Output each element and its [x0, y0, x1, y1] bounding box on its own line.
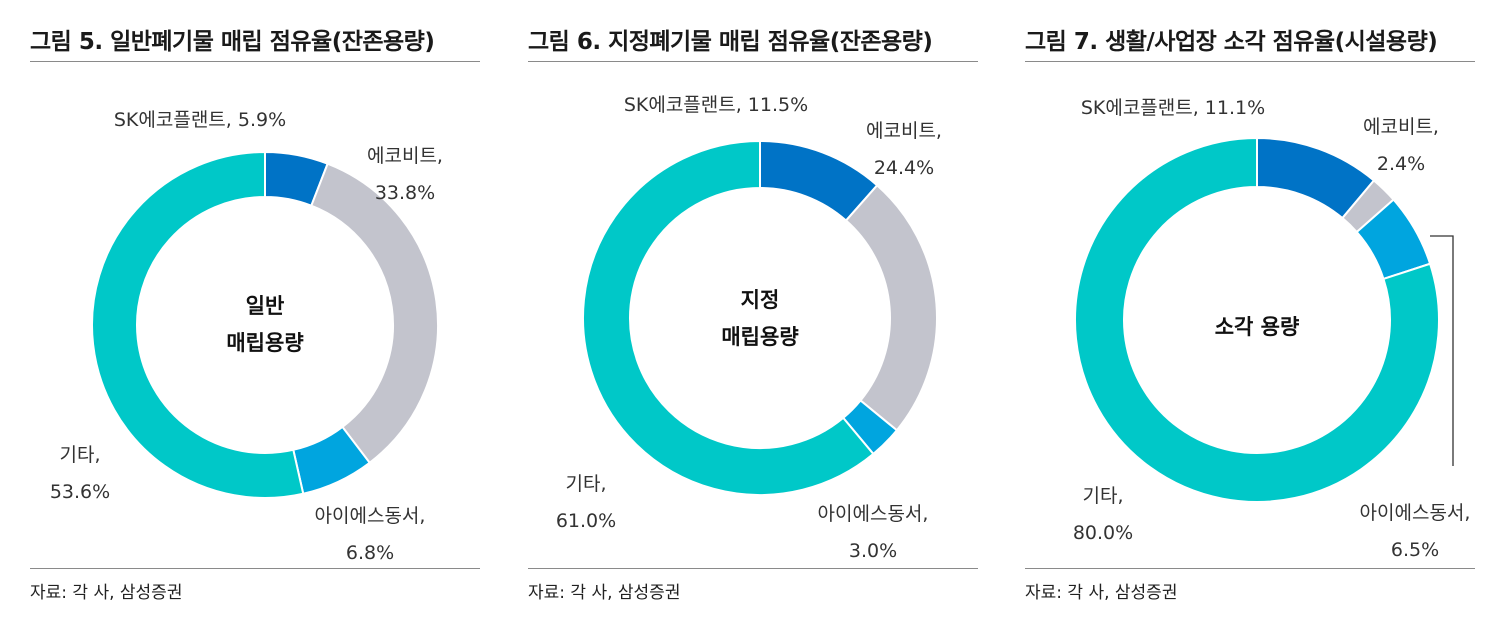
slice-label-sk: SK에코플랜트, 11.5% [624, 94, 808, 116]
donut-slice-other [91, 150, 305, 499]
slice-label-sk: SK에코플랜트, 5.9% [114, 109, 286, 131]
slice-label-sk: SK에코플랜트, 11.1% [1081, 97, 1265, 119]
source-note: 자료: 각 사, 삼성증권 [30, 583, 183, 603]
chart-panel-1: 그림 5. 일반폐기물 매립 점유율(잔존용량) SK에코플랜트, 5.9% 에코… [30, 0, 480, 619]
source-divider [1025, 568, 1475, 569]
source-note: 자료: 각 사, 삼성증권 [1025, 583, 1178, 603]
center-label: 소각 용량 [1215, 315, 1300, 339]
slice-label-other: 기타, 61.0% [556, 473, 616, 532]
donut-chart-incineration: SK에코플랜트, 11.1% 에코비트, 2.4% 아이에스동서, 6.5% 기타, 80.… [1073, 97, 1471, 561]
donut-chart-designated-landfill: SK에코플랜트, 11.5% 에코비트, 24.4% 아이에스동서, 3.0% 기타, 61… [556, 94, 942, 562]
chart-panel-3: 그림 7. 생활/사업장 소각 점유율(시설용량) SK에코플랜트, 11.1%… [1025, 0, 1475, 619]
title-divider [1025, 61, 1475, 62]
center-label: 지정 [741, 288, 780, 312]
leader-bracket [1430, 235, 1454, 466]
source-divider [30, 568, 480, 569]
chart-title: 그림 5. 일반폐기물 매립 점유율(잔존용량) [30, 29, 435, 55]
center-label: 일반 [246, 294, 285, 318]
slice-label-ecobit: 에코비트, 33.8% [367, 145, 443, 204]
slice-label-ies: 아이에스동서, 6.8% [315, 505, 426, 564]
source-note: 자료: 각 사, 삼성증권 [528, 583, 681, 603]
donut-chart-general-landfill: SK에코플랜트, 5.9% 에코비트, 33.8% 아이에스동서, 6.8% 기타, 53.… [50, 109, 443, 564]
slice-label-other: 기타, 53.6% [50, 444, 110, 503]
slice-label-ecobit: 에코비트, 24.4% [866, 120, 942, 179]
title-divider [528, 61, 978, 62]
donut-slice-other [1074, 136, 1440, 503]
donut-slice-ecobit [844, 183, 938, 432]
source-divider [528, 568, 978, 569]
slice-label-other: 기타, 80.0% [1073, 485, 1133, 544]
slice-label-ies: 아이에스동서, 6.5% [1360, 502, 1471, 561]
title-divider [30, 61, 480, 62]
center-label: 매립용량 [721, 325, 798, 349]
slice-label-ies: 아이에스동서, 3.0% [818, 503, 929, 562]
chart-title: 그림 6. 지정폐기물 매립 점유율(잔존용량) [528, 29, 933, 55]
chart-title: 그림 7. 생활/사업장 소각 점유율(시설용량) [1025, 29, 1438, 55]
donut-slice-ecobit [310, 162, 439, 465]
center-label: 매립용량 [226, 331, 303, 355]
slice-label-ecobit: 에코비트, 2.4% [1363, 116, 1439, 175]
chart-panel-2: 그림 6. 지정폐기물 매립 점유율(잔존용량) SK에코플랜트, 11.5% 에… [528, 0, 978, 619]
donut-slice-other [582, 139, 875, 496]
